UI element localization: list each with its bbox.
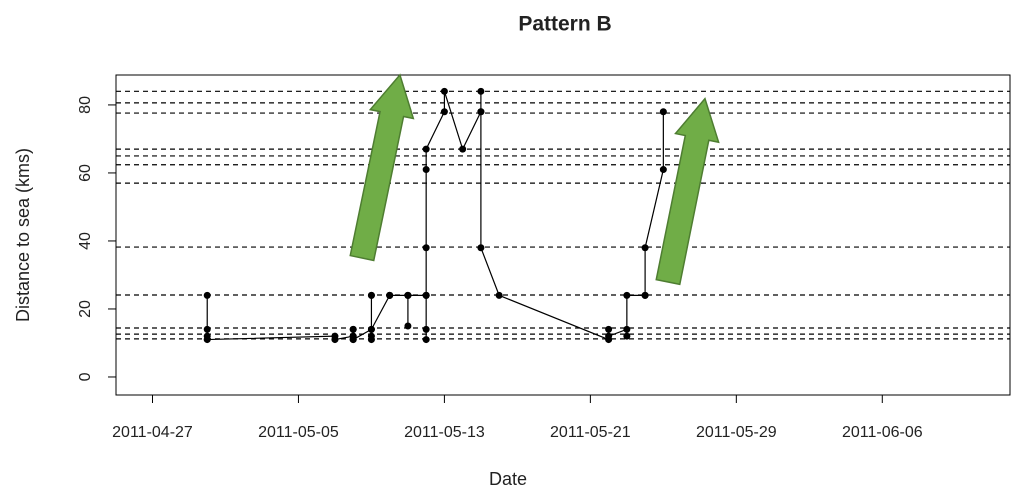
data-point [203, 336, 211, 344]
x-tick-label: 2011-05-05 [258, 424, 339, 441]
y-tick-label: 80 [77, 96, 94, 114]
arrow [655, 97, 720, 286]
data-point [349, 336, 357, 344]
x-axis-label: Date [489, 469, 527, 489]
y-tick-label: 60 [77, 164, 94, 182]
y-tick-label: 20 [77, 300, 94, 318]
data-point [459, 145, 467, 153]
data-line [206, 91, 664, 341]
data-point [422, 166, 430, 174]
data-point [477, 244, 485, 252]
x-tick-label: 2011-05-21 [550, 424, 631, 441]
y-tick-label: 40 [77, 232, 94, 250]
arrow [349, 73, 415, 262]
data-point [495, 291, 503, 299]
data-point [422, 244, 430, 252]
data-point [422, 145, 430, 153]
x-tick-label: 2011-04-27 [112, 424, 193, 441]
data-point [404, 291, 412, 299]
x-tick-label: 2011-05-13 [404, 424, 485, 441]
x-tick-label: 2011-05-29 [696, 424, 777, 441]
data-point [367, 291, 375, 299]
data-point [623, 291, 631, 299]
data-point [367, 325, 375, 333]
data-point [623, 332, 631, 340]
data-point [605, 325, 613, 333]
data-point [203, 325, 211, 333]
data-point [659, 108, 667, 116]
data-point [477, 87, 485, 95]
data-point [605, 332, 613, 340]
data-point [641, 291, 649, 299]
data-point [331, 336, 339, 344]
data-point [659, 166, 667, 174]
y-tick-label: 0 [77, 372, 94, 381]
data-point [404, 322, 412, 330]
data-point [440, 108, 448, 116]
y-axis-label: Distance to sea (kms) [13, 148, 33, 322]
annotations [349, 73, 720, 286]
data-point [203, 291, 211, 299]
data-point [422, 325, 430, 333]
data-point [367, 336, 375, 344]
plot-frame [115, 74, 1011, 396]
data-point [440, 87, 448, 95]
data-point [422, 336, 430, 344]
plot-area [116, 87, 1010, 344]
data-point [422, 291, 430, 299]
data-point [386, 291, 394, 299]
data-point [349, 325, 357, 333]
data-point [641, 244, 649, 252]
chart-title: Pattern B [518, 13, 611, 36]
data-point [477, 108, 485, 116]
data-point [623, 325, 631, 333]
x-tick-label: 2011-06-06 [842, 424, 923, 441]
